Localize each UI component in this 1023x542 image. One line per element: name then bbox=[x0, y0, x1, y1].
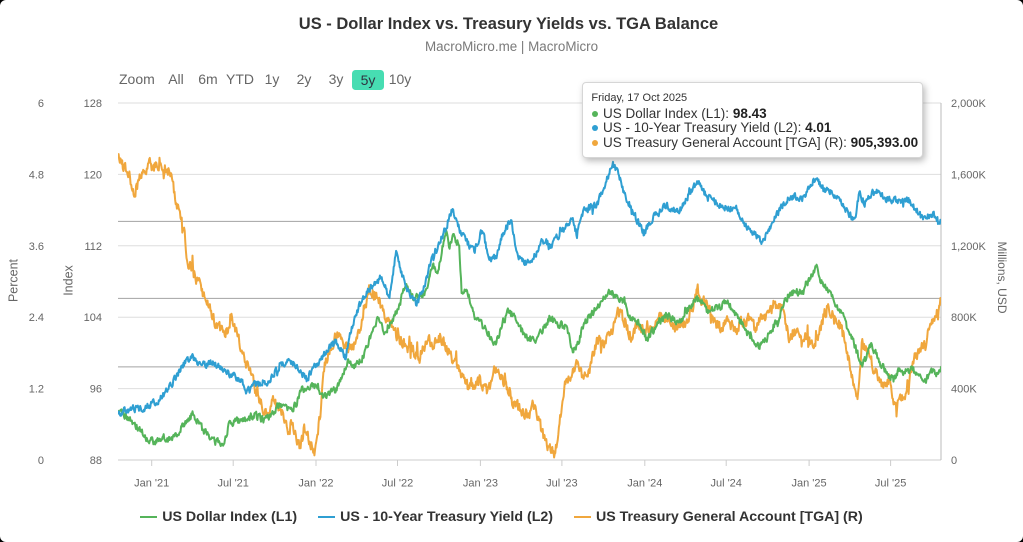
svg-text:800K: 800K bbox=[951, 312, 977, 324]
svg-text:1,200K: 1,200K bbox=[951, 241, 987, 253]
svg-text:1,600K: 1,600K bbox=[951, 169, 987, 181]
svg-text:400K: 400K bbox=[951, 384, 977, 396]
svg-text:1.2: 1.2 bbox=[29, 384, 44, 396]
svg-text:Jul '24: Jul '24 bbox=[710, 478, 741, 490]
svg-text:0: 0 bbox=[38, 455, 44, 467]
svg-text:4.8: 4.8 bbox=[29, 169, 44, 181]
svg-text:112: 112 bbox=[84, 241, 102, 253]
svg-text:120: 120 bbox=[84, 169, 102, 181]
svg-text:Jan '25: Jan '25 bbox=[792, 478, 827, 490]
svg-text:Jan '23: Jan '23 bbox=[463, 478, 498, 490]
svg-text:Index: Index bbox=[62, 264, 76, 295]
svg-text:128: 128 bbox=[84, 98, 102, 110]
svg-text:Jan '24: Jan '24 bbox=[627, 478, 662, 490]
svg-text:3.6: 3.6 bbox=[29, 241, 44, 253]
svg-text:Jul '23: Jul '23 bbox=[546, 478, 577, 490]
svg-text:Jan '22: Jan '22 bbox=[298, 478, 333, 490]
svg-text:Percent: Percent bbox=[7, 258, 21, 302]
svg-text:2.4: 2.4 bbox=[29, 312, 44, 324]
svg-text:Jan '21: Jan '21 bbox=[134, 478, 169, 490]
svg-text:104: 104 bbox=[84, 312, 102, 324]
svg-text:Jul '21: Jul '21 bbox=[217, 478, 248, 490]
svg-text:96: 96 bbox=[90, 384, 102, 396]
svg-text:0: 0 bbox=[951, 455, 957, 467]
svg-text:Jul '22: Jul '22 bbox=[382, 478, 413, 490]
svg-text:6: 6 bbox=[38, 98, 44, 110]
svg-text:2,000K: 2,000K bbox=[951, 98, 987, 110]
svg-text:Jul '25: Jul '25 bbox=[875, 478, 906, 490]
svg-text:88: 88 bbox=[90, 455, 102, 467]
svg-text:Millions, USD: Millions, USD bbox=[995, 241, 1009, 313]
